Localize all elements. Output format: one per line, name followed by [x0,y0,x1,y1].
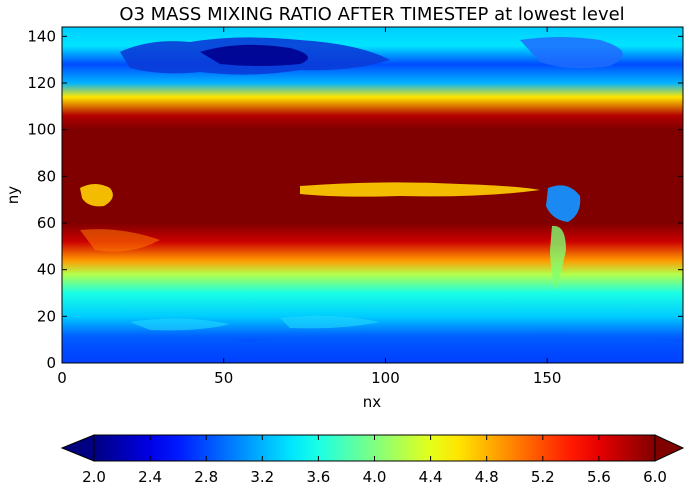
chart-title: O3 MASS MIXING RATIO AFTER TIMESTEP at l… [119,4,624,25]
northern-deep-low-core [200,44,308,66]
x-tick-label: 100 [371,369,400,387]
y-tick-label: 80 [37,167,56,185]
colorbar-tick-label: 4.8 [475,468,499,486]
y-tick-label: 60 [37,214,56,232]
colorbar-ticks: 2.0 2.4 2.8 3.2 3.6 4.0 4.4 4.8 5.2 5.6 6.0 [82,435,667,486]
southern-low-ozone-band [62,335,683,363]
west-yellow-patch [80,184,113,207]
colorbar-tick-label: 5.6 [587,468,611,486]
y-tick-label: 100 [27,121,56,139]
x-axis-label: nx [363,393,382,411]
x-axis: 0 50 100 150 [57,27,561,387]
southern-cyan-patches [130,315,380,331]
colorbar-tick-label: 2.0 [82,468,106,486]
colorbar-tick-label: 2.8 [194,468,218,486]
colorbar-tick-label: 2.4 [138,468,162,486]
colorbar-over-arrow [654,434,685,462]
y-axis: 0 20 40 60 80 100 120 140 [27,27,683,372]
western-ocean-orange [80,229,160,252]
x-tick-label: 150 [533,369,562,387]
colorbar-tick-label: 3.2 [250,468,274,486]
colorbar-tick-label: 6.0 [643,468,667,486]
colorbar-tick-label: 5.2 [531,468,555,486]
colorbar-tick-label: 3.6 [306,468,330,486]
colorbar-tick-label: 4.4 [419,468,443,486]
north-east-low-ozone-region [520,37,623,69]
plot-frame [61,26,684,364]
colorbar-under-arrow [60,434,95,462]
plot-area [62,27,683,363]
colorbar: 2.0 2.4 2.8 3.2 3.6 4.0 4.4 4.8 5.2 5.6 6.0 [60,434,685,486]
y-tick-label: 120 [27,74,56,92]
y-tick-label: 40 [37,261,56,279]
x-tick-label: 50 [214,369,233,387]
x-tick-label: 0 [57,369,67,387]
y-axis-label: ny [4,186,22,205]
y-tick-label: 0 [46,354,56,372]
south-america-blue-patch [546,185,581,222]
y-tick-label: 140 [27,27,56,45]
south-america-ridge [550,225,566,290]
y-tick-label: 20 [37,307,56,325]
equatorial-yellow-band [300,182,540,197]
colorbar-tick-label: 4.0 [363,468,387,486]
